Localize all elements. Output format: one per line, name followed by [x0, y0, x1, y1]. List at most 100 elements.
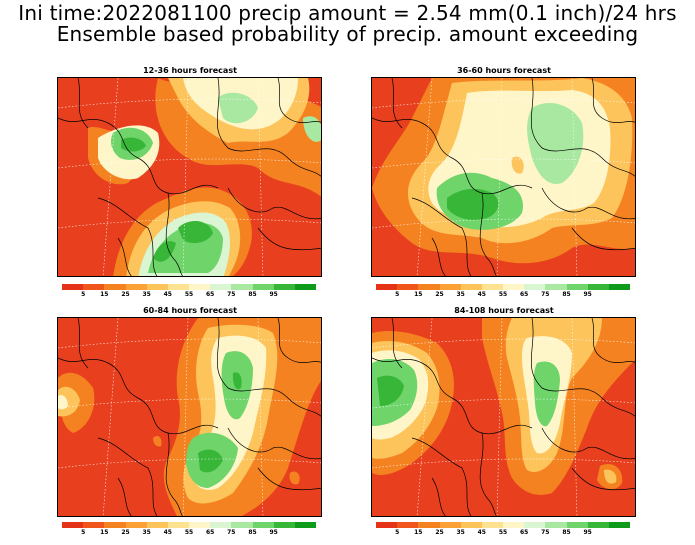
panel-title-84-108: 84-108 hours forecast: [454, 306, 554, 315]
colorbar-swatch: [587, 284, 609, 290]
colorbar-label: 45: [163, 529, 172, 536]
colorbar-label: 85: [248, 529, 257, 536]
colorbar-swatch: [418, 522, 440, 528]
colorbar-swatch: [273, 522, 295, 528]
colorbar-swatch: [83, 284, 105, 290]
colorbar-label: 65: [520, 529, 529, 536]
colorbar-swatch: [125, 284, 147, 290]
colorbar-swatch: [104, 284, 126, 290]
colorbar-swatch: [146, 284, 168, 290]
colorbar-label: 25: [435, 291, 444, 298]
colorbar-60-84: [62, 522, 317, 528]
colorbar-swatch: [62, 284, 84, 290]
colorbar-swatch: [376, 284, 398, 290]
colorbar-swatch: [146, 522, 168, 528]
colorbar-swatch: [167, 284, 190, 290]
colorbar-swatch: [524, 522, 546, 528]
colorbar-label: 35: [456, 529, 465, 536]
colorbar-label: 75: [541, 291, 550, 298]
colorbar-label: 55: [498, 529, 508, 536]
colorbar-label: 65: [206, 291, 215, 298]
colorbar-label: 85: [562, 529, 571, 536]
colorbar-swatch: [545, 522, 567, 528]
map-panel-36-60: [371, 77, 636, 277]
colorbar-swatch: [252, 522, 274, 528]
colorbar-label: 65: [520, 291, 529, 298]
colorbar-label: 95: [269, 291, 278, 298]
colorbar-swatch: [104, 522, 126, 528]
colorbar-swatch: [294, 522, 317, 528]
colorbar-swatch: [566, 522, 588, 528]
colorbar-label: 75: [541, 529, 550, 536]
colorbar-label: 95: [583, 529, 592, 536]
panel-title-12-36: 12-36 hours forecast: [143, 66, 237, 75]
colorbar-label: 85: [562, 291, 571, 298]
colorbar-swatch: [524, 284, 546, 290]
colorbar-label: 85: [248, 291, 257, 298]
colorbar-label: 45: [163, 291, 172, 298]
colorbar-label: 15: [414, 529, 423, 536]
colorbar-label: 15: [100, 291, 109, 298]
colorbar-swatch: [439, 522, 461, 528]
colorbar-label: 45: [477, 291, 486, 298]
colorbar-label: 15: [100, 529, 109, 536]
colorbar-swatch: [503, 522, 525, 528]
colorbar-swatch: [397, 522, 419, 528]
colorbar-label: 55: [498, 291, 508, 298]
colorbar-swatch: [294, 284, 317, 290]
colorbar-swatch: [189, 522, 211, 528]
colorbar-swatch: [376, 522, 398, 528]
figure-title-line1: Ini time:2022081100 precip amount = 2.54…: [18, 1, 677, 25]
colorbar-label: 5: [395, 291, 400, 298]
colorbar-swatch: [481, 522, 504, 528]
colorbar-swatch: [608, 522, 631, 528]
colorbar-12-36: [62, 284, 317, 290]
colorbar-labels-60-84: 5 15 25 35 45 55 65 75 85 95: [62, 529, 316, 537]
colorbar-swatch: [460, 522, 482, 528]
colorbar-swatch: [545, 284, 567, 290]
colorbar-swatch: [460, 284, 482, 290]
map-panel-84-108: [371, 317, 636, 517]
map-panel-60-84: [57, 317, 322, 517]
colorbar-swatch: [231, 522, 253, 528]
colorbar-swatch: [587, 522, 609, 528]
colorbar-label: 45: [477, 529, 486, 536]
colorbar-swatch: [503, 284, 525, 290]
colorbar-36-60: [376, 284, 631, 290]
colorbar-swatch: [481, 284, 504, 290]
colorbar-swatch: [231, 284, 253, 290]
colorbar-swatch: [566, 284, 588, 290]
colorbar-swatch: [210, 522, 232, 528]
colorbar-swatch: [62, 522, 84, 528]
colorbar-swatch: [83, 522, 105, 528]
colorbar-label: 35: [142, 529, 151, 536]
colorbar-label: 25: [121, 291, 130, 298]
map-panel-12-36: [57, 77, 322, 277]
colorbar-label: 15: [414, 291, 423, 298]
colorbar-labels-84-108: 5 15 25 35 45 55 65 75 85 95: [376, 529, 630, 537]
colorbar-label: 35: [142, 291, 151, 298]
colorbar-label: 55: [184, 529, 194, 536]
colorbar-swatch: [608, 284, 631, 290]
colorbar-swatch: [397, 284, 419, 290]
colorbar-label: 55: [184, 291, 194, 298]
figure-title-line2: Ensemble based probability of precip. am…: [56, 22, 639, 46]
colorbar-label: 75: [227, 529, 236, 536]
colorbar-label: 25: [435, 529, 444, 536]
colorbar-swatch: [210, 284, 232, 290]
colorbar-label: 65: [206, 529, 215, 536]
colorbar-swatch: [252, 284, 274, 290]
colorbar-label: 95: [583, 291, 592, 298]
colorbar-label: 35: [456, 291, 465, 298]
colorbar-labels-12-36: 5 15 25 35 45 55 65 75 85 95: [62, 291, 316, 299]
colorbar-swatch: [273, 284, 295, 290]
colorbar-84-108: [376, 522, 631, 528]
colorbar-swatch: [167, 522, 190, 528]
panel-title-36-60: 36-60 hours forecast: [457, 66, 551, 75]
colorbar-labels-36-60: 5 15 25 35 45 55 65 75 85 95: [376, 291, 630, 299]
colorbar-swatch: [189, 284, 211, 290]
colorbar-label: 5: [81, 529, 86, 536]
colorbar-swatch: [418, 284, 440, 290]
colorbar-label: 75: [227, 291, 236, 298]
colorbar-swatch: [439, 284, 461, 290]
